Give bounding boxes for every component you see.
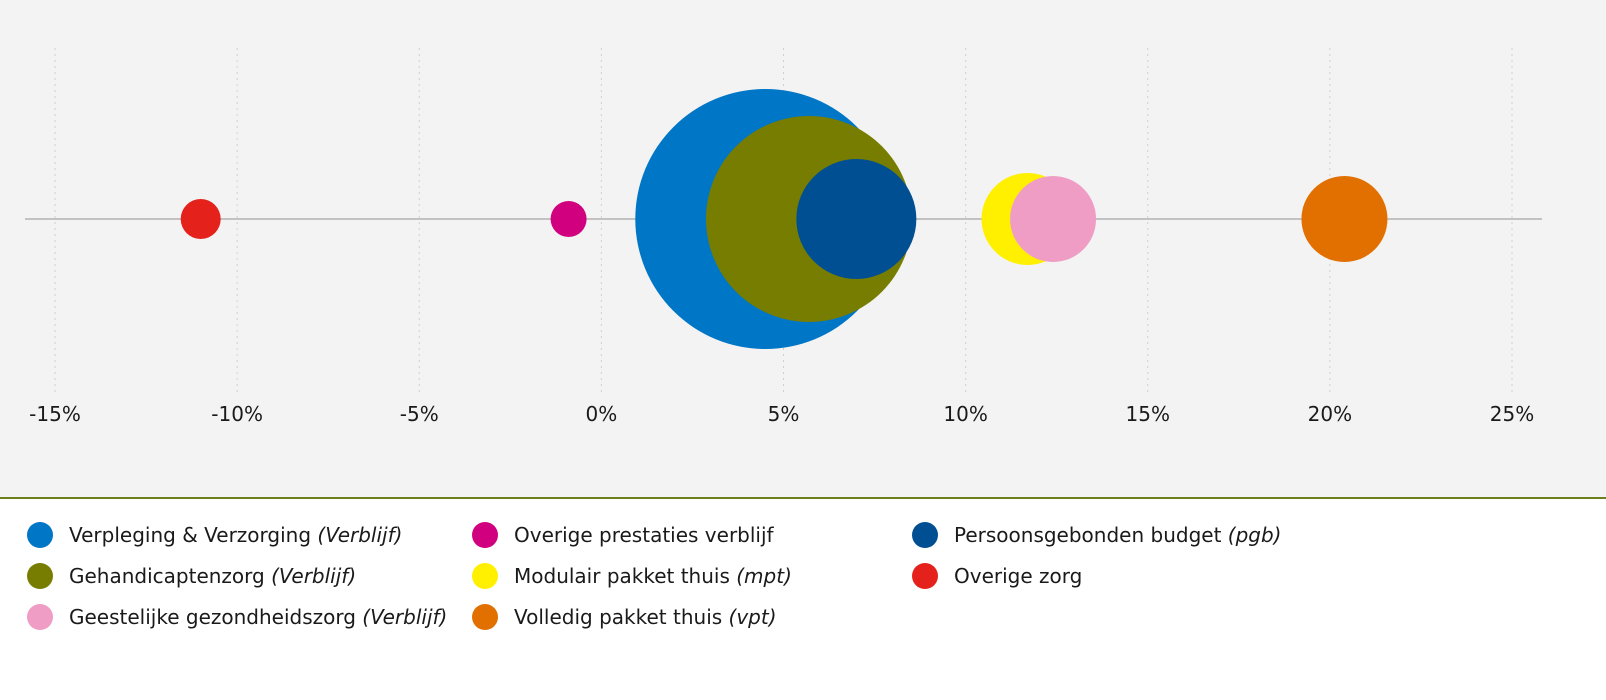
legend-label-text: Volledig pakket thuis [514, 605, 723, 629]
legend: Verpleging & Verzorging (Verblijf) Gehand… [0, 500, 1606, 700]
legend-label: Modulair pakket thuis (mpt) [514, 563, 792, 589]
bubble-overige-prestaties-verblijf [550, 201, 587, 237]
legend-swatch [27, 604, 53, 630]
legend-label-qualifier: (pgb) [1227, 523, 1282, 547]
x-tick-label: 25% [1490, 402, 1534, 426]
legend-swatch [912, 563, 938, 589]
x-tick-label: 0% [586, 402, 618, 426]
legend-label: Persoonsgebonden budget (pgb) [954, 522, 1281, 548]
legend-label: Volledig pakket thuis (vpt) [514, 604, 777, 630]
bubble-overige-zorg [180, 199, 221, 239]
legend-swatch [472, 563, 498, 589]
bubble-chart: -15% -10% -5% 0% 5% 10% 15% 20% 25% [25, 48, 1542, 426]
legend-label: Overige zorg [954, 563, 1082, 589]
x-tick-label: -10% [211, 402, 263, 426]
x-tick-label: -15% [29, 402, 81, 426]
legend-swatch [472, 604, 498, 630]
legend-swatch [27, 563, 53, 589]
legend-label-text: Gehandicaptenzorg [69, 564, 265, 588]
x-tick-label: 10% [943, 402, 987, 426]
legend-label-text: Verpleging & Verzorging [69, 523, 312, 547]
legend-label-text: Modulair pakket thuis [514, 564, 730, 588]
legend-label: Verpleging & Verzorging (Verblijf) [69, 522, 402, 548]
legend-swatch [27, 522, 53, 548]
legend-swatch [912, 522, 938, 548]
chart-area: -15% -10% -5% 0% 5% 10% 15% 20% 25% [0, 0, 1606, 499]
legend-label-qualifier: (mpt) [736, 564, 792, 588]
legend-label: Geestelijke gezondheidszorg (Verblijf) [69, 604, 447, 630]
bubble-persoonsgebonden-budget [796, 159, 917, 279]
legend-swatch [472, 522, 498, 548]
legend-label-text: Persoonsgebonden budget [954, 523, 1222, 547]
x-tick-label: 15% [1126, 402, 1170, 426]
legend-label-qualifier: (Verblijf) [271, 564, 357, 588]
legend-label: Gehandicaptenzorg (Verblijf) [69, 563, 356, 589]
x-tick-label: 20% [1308, 402, 1352, 426]
x-tick-labels: -15% -10% -5% 0% 5% 10% 15% 20% 25% [29, 402, 1534, 426]
legend-label-qualifier: (Verblijf) [362, 605, 448, 629]
legend-label-qualifier: (Verblijf) [317, 523, 403, 547]
legend-label-text: Overige zorg [954, 564, 1083, 588]
bubble-layer [180, 89, 1388, 349]
bubble-volledig-pakket-thuis [1301, 176, 1388, 262]
legend-label-qualifier: (vpt) [728, 605, 777, 629]
x-tick-label: -5% [400, 402, 439, 426]
legend-label-text: Geestelijke gezondheidszorg [69, 605, 356, 629]
legend-label-text: Overige prestaties verblijf [514, 523, 774, 547]
x-tick-label: 5% [768, 402, 800, 426]
bubble-geestelijke-gezondheidszorg [1010, 176, 1097, 262]
legend-label: Overige prestaties verblijf [514, 522, 774, 548]
